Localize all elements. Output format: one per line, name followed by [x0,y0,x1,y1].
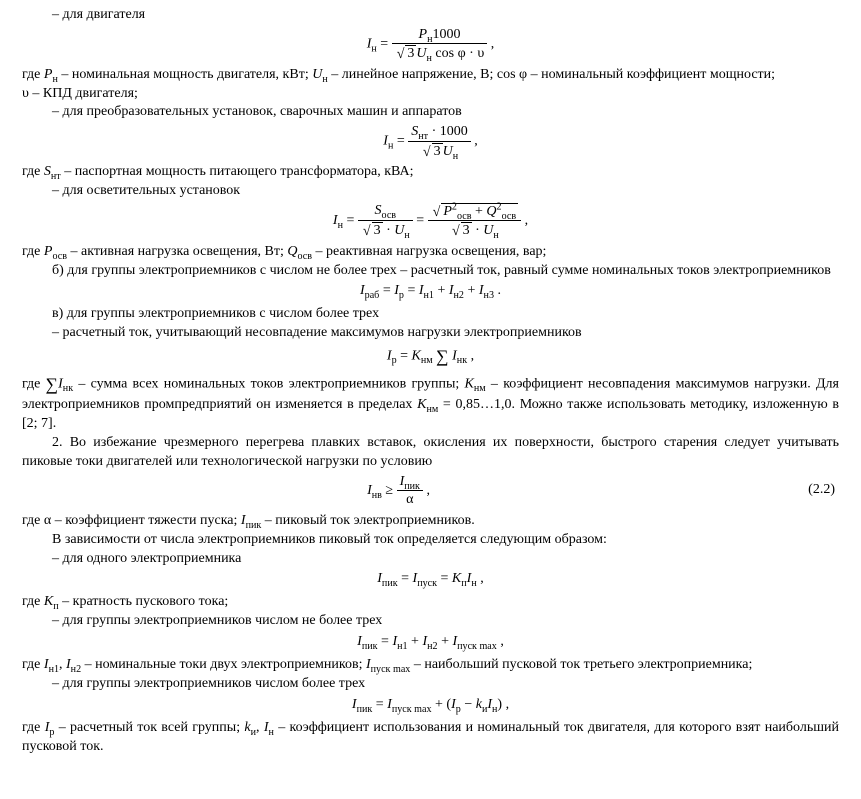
text-line: – для группы электроприемников числом не… [22,612,839,631]
equation-number: (2.2) [775,481,839,500]
text-line: 2. Во избежание чрезмерного перегрева пл… [22,434,839,472]
text-line: где Pосв – активная нагрузка освещения, … [22,243,839,262]
text-line: – расчетный ток, учитывающий несовпадени… [22,324,839,343]
text-line: – для группы электроприемников числом бо… [22,675,839,694]
formula-In-lighting: Iн = Sосв 3 · Uн = P2осв + Q2осв 3 · Uн … [22,203,839,239]
text-line: В зависимости от числа электроприемников… [22,531,839,550]
text-line: где Iр – расчетный ток всей группы; kи, … [22,719,839,757]
text-line: – для двигателя [22,6,839,25]
formula-Inv-geq: Iнв ≥ Iпик α , (2.2) [22,474,839,508]
formula-Ip-Knm: Iр = Kнм ∑ Iнк , [22,345,839,369]
text-line: – для преобразовательных установок, свар… [22,103,839,122]
formula-Ipik-many: Iпик = Iпуск max + (Iр − kиIн) , [22,696,839,715]
text-line: в) для группы электроприемников с числом… [22,305,839,324]
formula-Ipik-three: Iпик = Iн1 + Iн2 + Iпуск max , [22,633,839,652]
formula-Irab: Iраб = Iр = Iн1 + Iн2 + Iн3 . [22,282,839,301]
text-line: где ∑Iнк – сумма всех номинальных токов … [22,373,839,434]
text-line: б) для группы электроприемников с числом… [22,262,839,281]
formula-In-transformer: Iн = Sнт · 1000 3Uн , [22,124,839,159]
text-line: где Sнт – паспортная мощность питающего … [22,163,839,182]
text-line: υ – КПД двигателя; [22,85,839,104]
text-line: – для одного электроприемника [22,550,839,569]
text-line: где α – коэффициент тяжести пуска; Iпик … [22,512,839,531]
text-line: где Kп – кратность пускового тока; [22,593,839,612]
formula-Ipik-single: Iпик = Iпуск = KпIн , [22,570,839,589]
text-line: – для осветительных установок [22,182,839,201]
text-line: где Iн1, Iн2 – номинальные токи двух эле… [22,656,839,675]
formula-In-motor: Iн = Pн1000 3Uн cos φ · υ , [22,27,839,62]
text-line: где Pн – номинальная мощность двигателя,… [22,66,839,85]
